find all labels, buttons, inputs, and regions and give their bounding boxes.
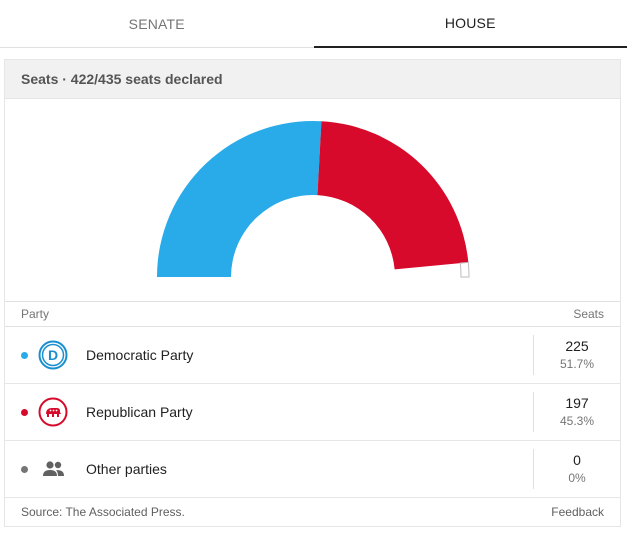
other-color-dot: [21, 465, 28, 473]
seat-cell: 0 0%: [533, 449, 620, 489]
seat-percent: 0%: [568, 471, 586, 485]
results-card: Seats · 422/435 seats declared Party Sea…: [4, 59, 621, 527]
tab-senate[interactable]: SENATE: [0, 0, 314, 48]
card-header: Seats · 422/435 seats declared: [5, 60, 620, 99]
seat-percent: 51.7%: [559, 357, 595, 371]
table-row-republican[interactable]: Republican Party 197 45.3%: [5, 384, 620, 441]
party-name: Other parties: [86, 461, 167, 477]
democratic-donkey-icon: D: [38, 340, 68, 370]
table-header: Party Seats: [5, 302, 620, 327]
table-row-other[interactable]: Other parties 0 0%: [5, 441, 620, 498]
table-row-democratic[interactable]: D Democratic Party 225 51.7%: [5, 327, 620, 384]
republican-color-dot: [21, 408, 28, 416]
republican-elephant-icon: [38, 397, 68, 427]
seats-chart: [5, 99, 620, 301]
seat-percent: 45.3%: [559, 414, 595, 428]
column-seats: Seats: [573, 307, 604, 321]
column-party: Party: [21, 307, 50, 321]
source-label: Source: The Associated Press.: [21, 505, 185, 519]
seats-semicircle-chart: [157, 121, 470, 278]
party-name: Republican Party: [86, 404, 193, 420]
feedback-link[interactable]: Feedback: [551, 505, 604, 519]
seat-cell: 225 51.7%: [533, 335, 620, 375]
chart-slice-democratic-party: [157, 121, 322, 278]
svg-text:D: D: [48, 347, 58, 363]
seat-count: 0: [573, 452, 581, 468]
seat-cell: 197 45.3%: [533, 392, 620, 432]
results-table: Party Seats D Democratic Party 225 51.7%: [5, 301, 620, 498]
seat-count: 197: [565, 395, 589, 411]
chart-slice-undeclared: [459, 261, 470, 278]
card-footer: Source: The Associated Press. Feedback: [5, 498, 620, 526]
people-icon: [38, 454, 68, 484]
democratic-color-dot: [21, 351, 28, 359]
seats-declared-label: Seats · 422/435 seats declared: [21, 71, 223, 87]
tab-bar: SENATE HOUSE: [0, 0, 627, 48]
party-name: Democratic Party: [86, 347, 194, 363]
tab-house[interactable]: HOUSE: [313, 0, 627, 48]
chart-slice-republican-party: [317, 121, 469, 270]
seat-count: 225: [565, 338, 589, 354]
